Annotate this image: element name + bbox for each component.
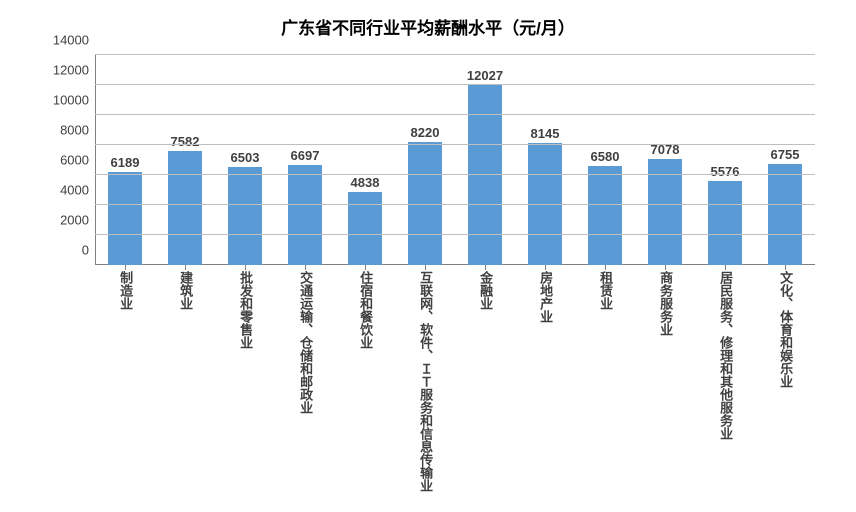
bar-value-label: 6503 (231, 150, 260, 165)
x-tick-mark (485, 265, 486, 270)
bar-value-label: 8220 (411, 125, 440, 140)
bar-value-label: 6189 (111, 155, 140, 170)
bar-value-label: 5576 (711, 164, 740, 179)
chart-title: 广东省不同行业平均薪酬水平（元/月） (0, 14, 856, 39)
x-tick-mark (605, 265, 606, 270)
grid-line (95, 204, 815, 205)
grid-line (95, 54, 815, 55)
x-category-label: 居民服务、修理和其他服务业 (718, 271, 732, 440)
bar: 6189 (108, 172, 143, 265)
x-category-label: 租赁业 (598, 271, 612, 310)
x-tick-mark (785, 265, 786, 270)
x-tick-mark (245, 265, 246, 270)
bar-value-label: 7582 (171, 134, 200, 149)
x-category-label: 互联网、软件、ＩＴ服务和信息传输业 (418, 271, 432, 492)
y-tick-label: 2000 (60, 213, 89, 228)
y-tick-label: 4000 (60, 183, 89, 198)
bar: 6503 (228, 167, 263, 265)
x-category-label: 制造业 (118, 271, 132, 310)
x-tick-mark (425, 265, 426, 270)
chart-container: 广东省不同行业平均薪酬水平（元/月） 6189制造业7582建筑业6503批发和… (0, 0, 856, 512)
grid-line (95, 234, 815, 235)
bar: 7582 (168, 151, 203, 265)
x-tick-mark (725, 265, 726, 270)
x-category-label: 交通运输、仓储和邮政业 (298, 271, 312, 414)
bar-value-label: 6697 (291, 148, 320, 163)
x-tick-mark (365, 265, 366, 270)
x-category-label: 文化、体育和娱乐业 (778, 271, 792, 388)
y-tick-label: 14000 (53, 33, 89, 48)
grid-line (95, 144, 815, 145)
grid-line (95, 84, 815, 85)
y-tick-label: 10000 (53, 93, 89, 108)
y-tick-label: 0 (82, 243, 89, 258)
x-tick-mark (185, 265, 186, 270)
x-category-label: 房地产业 (538, 271, 552, 323)
bar: 6697 (288, 165, 323, 265)
x-category-label: 商务服务业 (658, 271, 672, 336)
x-category-label: 批发和零售业 (238, 271, 252, 349)
x-tick-mark (665, 265, 666, 270)
grid-line (95, 114, 815, 115)
bar-value-label: 6580 (591, 149, 620, 164)
x-tick-mark (125, 265, 126, 270)
x-tick-mark (305, 265, 306, 270)
x-category-label: 建筑业 (178, 271, 192, 310)
plot-area: 6189制造业7582建筑业6503批发和零售业6697交通运输、仓储和邮政业4… (95, 55, 815, 265)
x-tick-mark (545, 265, 546, 270)
bar-value-label: 8145 (531, 126, 560, 141)
bar-value-label: 12027 (467, 68, 503, 83)
bar-value-label: 4838 (351, 175, 380, 190)
bar-value-label: 6755 (771, 147, 800, 162)
grid-line (95, 174, 815, 175)
bar: 5576 (708, 181, 743, 265)
x-category-label: 金融业 (478, 271, 492, 310)
x-category-label: 住宿和餐饮业 (358, 271, 372, 349)
bar: 6580 (588, 166, 623, 265)
y-tick-label: 12000 (53, 63, 89, 78)
y-tick-label: 8000 (60, 123, 89, 138)
bar: 6755 (768, 164, 803, 265)
y-tick-label: 6000 (60, 153, 89, 168)
